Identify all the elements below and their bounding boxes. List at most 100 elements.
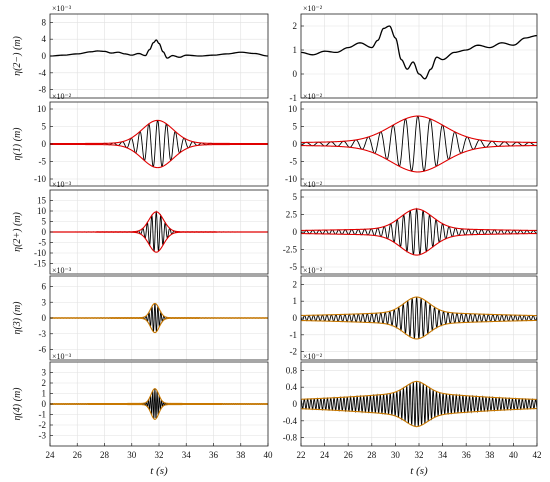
y-tick-label: -1 (290, 330, 298, 340)
panel-r0c0: -8 -4 0 4 8 ×10⁻³ η(2−) (m) (12, 4, 269, 99)
x-tick-label: 34 (182, 450, 192, 460)
envelope-lower (301, 319, 537, 340)
panel-r3c1: -2 -1 0 1 2 ×10⁻² (290, 266, 538, 361)
envelope-lower (50, 231, 268, 253)
y-tick-label: 5 (42, 122, 47, 132)
y-tick-label: 0 (293, 313, 298, 323)
y-tick-label: -2.5 (283, 245, 298, 255)
panel-r3c0: -6 -3 0 3 6 ×10⁻³ η(3) (m) (12, 266, 269, 361)
y-tick-label: 2 (42, 378, 47, 388)
y-tick-label: 0.4 (286, 382, 298, 392)
y-tick-label: 1 (42, 389, 47, 399)
y-tick-label: 0 (293, 399, 298, 409)
y-tick-label: 0 (42, 139, 47, 149)
x-tick-label: 38 (236, 450, 246, 460)
envelope-upper (301, 296, 537, 317)
y-tick-label: 15 (37, 196, 47, 206)
panel-r1c0: -10 -5 0 5 10 ×10⁻² η(1) (m) (12, 92, 269, 187)
y-tick-label: -4 (39, 68, 47, 78)
y-tick-label: -10 (285, 174, 297, 184)
axes-frame (300, 13, 538, 99)
y-tick-label: -15 (34, 259, 46, 269)
y-tick-label: -5 (39, 157, 47, 167)
plot-area (301, 380, 537, 428)
envelope-lower (301, 232, 537, 256)
y-tick-label: 0 (293, 69, 298, 79)
y-tick-label: 5 (42, 217, 47, 227)
y-tick-label: 2 (293, 279, 298, 289)
x-tick-label: 24 (320, 450, 330, 460)
x-tick-label: 28 (100, 450, 110, 460)
envelope-lower (50, 143, 268, 169)
axis-multiplier: ×10⁻² (303, 266, 323, 275)
y-tick-label: -1 (39, 410, 47, 420)
plot-area (50, 302, 268, 334)
plot-area (50, 388, 268, 420)
y-tick-label: 3 (42, 297, 47, 307)
y-tick-label: 3 (42, 368, 47, 378)
panel-r2c1: -5 -2.5 0 2.5 5 ×10⁻² (283, 180, 538, 275)
envelope-lower (50, 403, 268, 420)
y-tick-label: -1 (290, 93, 298, 103)
y-tick-label: -0.8 (283, 433, 298, 443)
axis-multiplier: ×10⁻² (52, 92, 72, 101)
y-tick-label: -2 (290, 347, 298, 357)
y-tick-label: 10 (288, 104, 298, 114)
panel-r0c1: -1 0 1 2 ×10⁻² (290, 4, 538, 103)
x-axis-label-left: t (s) (150, 465, 168, 477)
y-axis-label: η(4) (m) (12, 387, 23, 421)
x-tick-label: 22 (297, 450, 306, 460)
x-tick-label: 30 (391, 450, 401, 460)
envelope-upper (301, 380, 537, 401)
x-tick-label: 30 (127, 450, 137, 460)
y-tick-label: 0 (42, 399, 47, 409)
plot-area (301, 25, 537, 80)
y-tick-label: 2 (293, 21, 298, 31)
y-tick-label: 5 (293, 122, 298, 132)
axis-multiplier: ×10⁻³ (52, 352, 72, 361)
y-axis-label: η(3) (m) (12, 301, 23, 335)
series-line (50, 39, 268, 59)
y-tick-label: -10 (34, 248, 46, 258)
y-tick-label: -0.4 (283, 416, 298, 426)
x-tick-label: 36 (209, 450, 219, 460)
y-tick-label: 1 (293, 296, 298, 306)
plot-area (50, 210, 268, 253)
x-tick-label: 36 (462, 450, 472, 460)
x-tick-label: 42 (533, 450, 542, 460)
plot-area (50, 39, 268, 59)
series-line (301, 25, 537, 80)
panel-r4c1: -0.8 -0.4 0 0.4 0.8 ×10⁻² 22 24 26 28 30 32 34 36 38 40… (283, 352, 542, 460)
x-tick-label: 26 (73, 450, 83, 460)
x-tick-label: 38 (485, 450, 495, 460)
y-tick-label: 2.5 (286, 210, 298, 220)
y-tick-label: -5 (290, 157, 298, 167)
axis-multiplier: ×10⁻³ (52, 266, 72, 275)
y-tick-label: -5 (290, 262, 298, 272)
x-tick-label: 24 (46, 450, 56, 460)
y-tick-label: 0 (42, 227, 47, 237)
plot-area (301, 207, 537, 256)
y-tick-label: 5 (293, 192, 298, 202)
y-tick-label: 10 (37, 104, 47, 114)
x-tick-label: 40 (509, 450, 519, 460)
axis-multiplier: ×10⁻³ (52, 180, 72, 189)
y-tick-label: -3 (39, 431, 47, 441)
x-tick-label: 32 (155, 450, 164, 460)
envelope-upper (50, 119, 268, 145)
y-tick-label: -3 (39, 329, 47, 339)
y-axis-label: η(2−) (m) (12, 35, 23, 75)
y-tick-label: -2 (39, 420, 47, 430)
plot-area (301, 296, 537, 340)
plot-area (301, 115, 537, 173)
x-tick-label: 26 (344, 450, 354, 460)
y-tick-label: -8 (39, 85, 47, 95)
plot-area (50, 119, 268, 169)
y-tick-label: 0 (293, 227, 298, 237)
y-tick-label: 1 (293, 45, 298, 55)
y-tick-label: 8 (42, 17, 47, 27)
y-axis-label: η(2+) (m) (12, 211, 23, 251)
